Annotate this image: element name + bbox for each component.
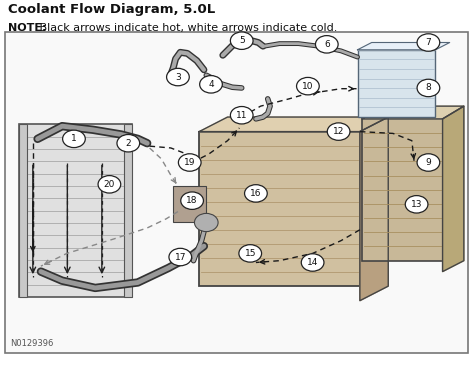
Text: Coolant Flow Diagram, 5.0L: Coolant Flow Diagram, 5.0L <box>8 3 215 15</box>
Text: 17: 17 <box>174 253 186 262</box>
Text: 14: 14 <box>307 258 319 267</box>
Circle shape <box>245 185 267 202</box>
Circle shape <box>98 176 121 193</box>
Text: 12: 12 <box>333 127 344 136</box>
Circle shape <box>169 248 191 266</box>
Text: Black arrows indicate hot, white arrows indicate cold.: Black arrows indicate hot, white arrows … <box>36 23 337 33</box>
Text: N0129396: N0129396 <box>10 339 54 348</box>
Circle shape <box>316 36 338 53</box>
FancyBboxPatch shape <box>18 124 27 297</box>
Circle shape <box>297 77 319 95</box>
Circle shape <box>181 192 203 210</box>
Polygon shape <box>360 117 388 301</box>
Circle shape <box>239 245 262 262</box>
Text: 15: 15 <box>245 249 256 258</box>
Text: 13: 13 <box>411 200 422 209</box>
FancyBboxPatch shape <box>199 132 360 286</box>
Text: 1: 1 <box>71 134 77 143</box>
Circle shape <box>417 79 440 97</box>
Text: 4: 4 <box>208 80 214 89</box>
Text: 18: 18 <box>186 196 198 205</box>
Circle shape <box>178 154 201 171</box>
Circle shape <box>417 34 440 51</box>
Text: 3: 3 <box>175 73 181 81</box>
Text: 20: 20 <box>104 180 115 189</box>
FancyBboxPatch shape <box>362 119 443 261</box>
Text: 5: 5 <box>239 36 245 45</box>
FancyBboxPatch shape <box>5 32 468 353</box>
Text: NOTE:: NOTE: <box>8 23 46 33</box>
Text: 11: 11 <box>236 111 247 120</box>
Circle shape <box>166 68 189 86</box>
Polygon shape <box>357 42 450 50</box>
Text: 6: 6 <box>324 40 330 49</box>
FancyBboxPatch shape <box>357 50 436 117</box>
Text: 7: 7 <box>426 38 431 47</box>
Circle shape <box>230 32 253 49</box>
Circle shape <box>194 214 218 231</box>
Polygon shape <box>443 106 464 272</box>
Circle shape <box>117 135 140 152</box>
Circle shape <box>405 196 428 213</box>
FancyBboxPatch shape <box>173 186 206 223</box>
Text: 16: 16 <box>250 189 262 198</box>
Text: 19: 19 <box>184 158 195 167</box>
Circle shape <box>63 130 85 147</box>
Text: 9: 9 <box>426 158 431 167</box>
Circle shape <box>301 254 324 271</box>
Polygon shape <box>362 106 464 119</box>
Text: 8: 8 <box>426 84 431 92</box>
Text: 2: 2 <box>126 139 131 148</box>
FancyBboxPatch shape <box>18 124 132 297</box>
Text: 10: 10 <box>302 82 314 91</box>
Circle shape <box>327 123 350 140</box>
Circle shape <box>417 154 440 171</box>
Circle shape <box>200 76 222 93</box>
Circle shape <box>230 107 253 124</box>
FancyBboxPatch shape <box>124 124 132 297</box>
Polygon shape <box>199 117 388 132</box>
